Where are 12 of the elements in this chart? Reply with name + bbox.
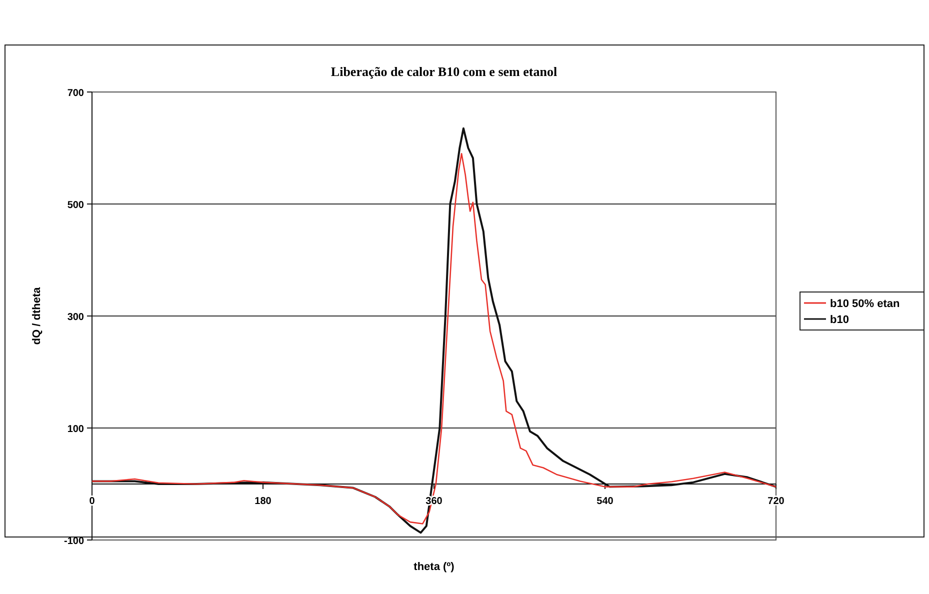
legend-label: b10 bbox=[830, 314, 849, 326]
x-axis-title: theta (º) bbox=[414, 561, 455, 573]
chart-title: Liberação de calor B10 com e sem etanol bbox=[330, 64, 558, 79]
x-tick-label: 540 bbox=[596, 496, 614, 507]
y-tick-label: 700 bbox=[67, 88, 84, 99]
y-tick-label: 500 bbox=[67, 200, 84, 211]
y-tick-label: -100 bbox=[64, 536, 84, 547]
y-tick-label: 100 bbox=[67, 424, 84, 435]
legend-label: b10 50% etan bbox=[830, 298, 900, 310]
y-tick-label: 300 bbox=[67, 312, 84, 323]
y-axis-title: dQ / dtheta bbox=[31, 286, 43, 345]
x-tick-label: 180 bbox=[254, 496, 272, 507]
